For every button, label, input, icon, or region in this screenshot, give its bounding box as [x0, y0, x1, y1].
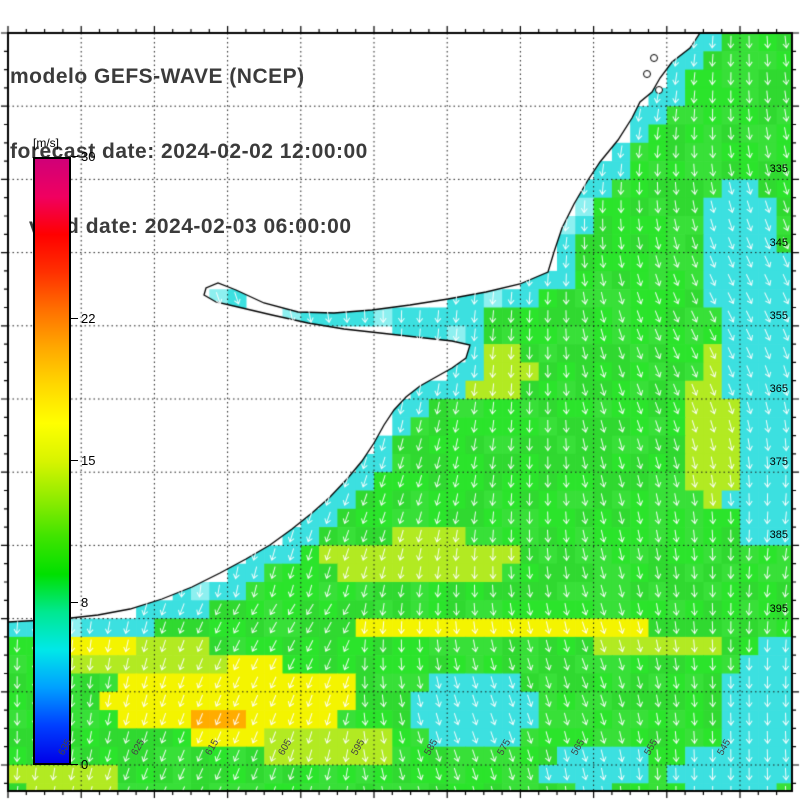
colorbar-tick-mark — [71, 460, 78, 461]
colorbar-tick-mark — [71, 601, 78, 603]
right-axis-label: 375 — [769, 456, 788, 469]
colorbar-tick-mark — [71, 156, 78, 157]
right-axis-label: 365 — [769, 383, 788, 395]
right-axis-label: 345 — [769, 236, 788, 249]
colorbar-tick-mark — [71, 764, 78, 765]
colorbar-tick-label: 30 — [81, 149, 96, 164]
colorbar-unit-label: [m/s] — [33, 136, 59, 150]
model-title: modelo GEFS-WAVE (NCEP) — [10, 65, 305, 88]
colorbar-tick-mark — [71, 318, 78, 320]
colorbar-tick-label: 0 — [81, 757, 89, 772]
colorbar-tick-label: 22 — [81, 311, 96, 327]
colorbar-tick-label: 15 — [81, 453, 96, 468]
right-axis-label: 385 — [769, 529, 788, 542]
forecast-date-line: forecast date: 2024-02-02 12:00:00 — [10, 140, 368, 163]
header: modelo GEFS-WAVE (NCEP) forecast date: 2… — [10, 14, 368, 289]
right-axis-label: 395 — [769, 602, 788, 615]
colorbar — [33, 157, 71, 765]
right-axis-label: 335 — [769, 163, 788, 176]
right-axis-label: 355 — [769, 309, 788, 322]
colorbar-tick-label: 8 — [81, 594, 89, 610]
